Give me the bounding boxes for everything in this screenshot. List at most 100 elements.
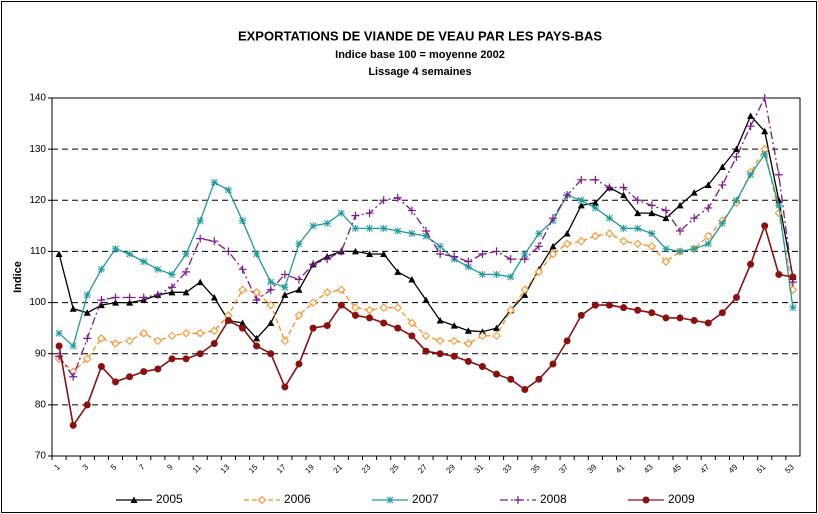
point xyxy=(408,230,416,238)
point xyxy=(154,265,162,273)
point xyxy=(139,293,148,302)
point xyxy=(464,327,472,334)
point xyxy=(351,247,359,255)
point xyxy=(167,331,177,341)
point xyxy=(407,206,416,215)
x-tick-label: 5 xyxy=(109,462,119,472)
legend-marker xyxy=(257,495,267,505)
x-tick-label: 9 xyxy=(165,462,175,472)
point xyxy=(789,304,797,312)
point xyxy=(168,288,176,296)
point xyxy=(210,339,218,347)
point xyxy=(464,263,472,271)
point xyxy=(224,247,233,256)
point xyxy=(464,339,473,348)
point xyxy=(535,230,543,238)
point xyxy=(295,286,303,293)
point xyxy=(337,285,346,294)
chart-title: EXPORTATIONS DE VIANDE DE VEAU PAR LES P… xyxy=(238,28,602,43)
point xyxy=(450,336,459,346)
point xyxy=(224,316,232,324)
legend-marker xyxy=(642,496,650,504)
point xyxy=(408,332,416,340)
point xyxy=(55,329,63,337)
point xyxy=(732,145,740,153)
point xyxy=(379,196,388,205)
point xyxy=(718,219,726,227)
point xyxy=(450,322,458,329)
y-axis-label: Indice xyxy=(12,261,24,293)
point xyxy=(111,339,120,348)
point xyxy=(267,350,275,358)
point xyxy=(393,303,402,312)
point xyxy=(774,170,783,179)
point xyxy=(238,265,247,274)
point xyxy=(562,239,572,248)
y-tick-label: 120 xyxy=(29,195,46,206)
legend-marker xyxy=(130,496,138,503)
point xyxy=(704,319,712,327)
y-tick-label: 90 xyxy=(35,348,47,359)
point xyxy=(775,196,783,204)
point xyxy=(280,270,289,279)
point xyxy=(436,242,444,250)
point xyxy=(577,311,585,319)
point xyxy=(591,199,599,206)
point xyxy=(69,372,78,381)
point xyxy=(252,296,261,305)
point xyxy=(294,311,304,320)
point xyxy=(267,278,275,286)
point xyxy=(661,257,671,266)
point xyxy=(83,354,92,364)
point xyxy=(605,229,614,238)
point xyxy=(591,204,599,212)
point xyxy=(196,234,205,243)
point xyxy=(167,283,176,292)
point xyxy=(478,249,487,258)
point xyxy=(507,273,515,281)
point xyxy=(647,242,657,251)
legend-label: 2005 xyxy=(156,492,183,506)
point xyxy=(478,270,486,278)
point xyxy=(253,250,261,258)
point xyxy=(394,268,402,275)
point xyxy=(55,342,63,350)
point xyxy=(492,247,501,256)
point xyxy=(534,267,544,277)
point xyxy=(605,301,613,309)
point xyxy=(394,227,402,235)
point xyxy=(294,275,303,284)
chart-subtitle: Indice base 100 = moyenne 2002 xyxy=(335,49,505,61)
point xyxy=(97,334,106,343)
point xyxy=(252,288,261,297)
point xyxy=(168,270,176,278)
point xyxy=(126,250,134,258)
point xyxy=(253,334,261,342)
legend-label: 2007 xyxy=(412,492,439,506)
point xyxy=(761,222,769,230)
point xyxy=(577,236,586,246)
point xyxy=(69,342,77,350)
point xyxy=(521,291,529,298)
point xyxy=(366,224,374,232)
point xyxy=(125,336,134,346)
point xyxy=(549,214,558,223)
point xyxy=(168,355,176,363)
point xyxy=(577,175,586,184)
point xyxy=(747,171,755,179)
point xyxy=(436,316,444,324)
point xyxy=(662,214,670,222)
point xyxy=(775,201,783,209)
point xyxy=(662,245,670,253)
point xyxy=(704,231,713,241)
point xyxy=(97,265,105,273)
point xyxy=(620,191,628,199)
point xyxy=(506,306,515,315)
point xyxy=(365,209,374,218)
y-tick-label: 130 xyxy=(29,144,46,155)
point xyxy=(676,226,685,235)
point xyxy=(478,328,486,335)
point xyxy=(634,209,642,217)
point xyxy=(422,226,430,235)
point xyxy=(422,296,430,304)
